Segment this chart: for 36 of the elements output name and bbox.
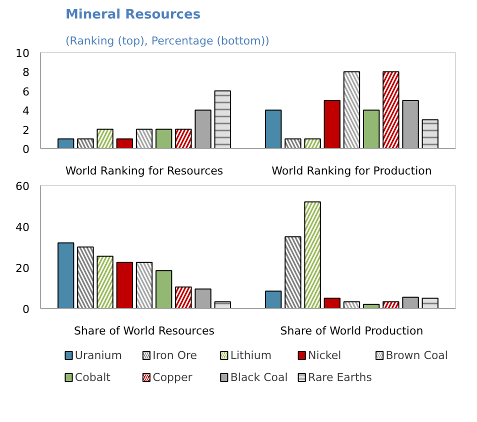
legend-label: Rare Earths: [308, 371, 372, 384]
legend-label: Uranium: [74, 349, 122, 362]
y-tick-label: 0: [22, 143, 30, 156]
chart-title: Mineral Resources: [66, 8, 201, 22]
bar: [324, 298, 340, 308]
bar: [156, 270, 172, 308]
y-tick-label: 8: [22, 66, 30, 80]
bar: [116, 262, 133, 308]
bar: [324, 100, 340, 148]
y-tick-label: 4: [22, 104, 30, 118]
x-tick-label: Share of World Resources: [74, 324, 215, 338]
legend-label: Lithium: [230, 349, 272, 362]
bar: [58, 138, 74, 148]
bar: [363, 110, 380, 148]
legend-label: Nickel: [308, 349, 342, 362]
legend-label: Iron Ore: [152, 349, 198, 362]
bar: [58, 242, 74, 308]
legend-label: Copper: [152, 371, 193, 384]
y-tick-label: 40: [16, 221, 30, 234]
bar: [116, 138, 133, 148]
bar: [265, 290, 282, 308]
x-tick-label: World Ranking for Resources: [65, 164, 224, 178]
legend-label: Cobalt: [74, 371, 112, 384]
y-tick-label: 0: [22, 303, 30, 316]
legend-label: Black Coal: [230, 371, 288, 384]
x-tick-label: World Ranking for Production: [272, 164, 432, 178]
y-tick-label: 60: [16, 180, 30, 193]
y-tick-label: 6: [22, 85, 30, 98]
legend-label: Brown Coal: [386, 349, 448, 362]
y-tick-label: 10: [16, 47, 30, 60]
x-tick-label: Share of World Production: [280, 324, 424, 338]
bar: [156, 128, 172, 148]
bar: [265, 110, 282, 148]
y-tick-label: 20: [16, 262, 30, 275]
y-tick-label: 2: [22, 124, 30, 137]
chart-subtitle: (Ranking (top), Percentage (bottom)): [66, 34, 270, 48]
